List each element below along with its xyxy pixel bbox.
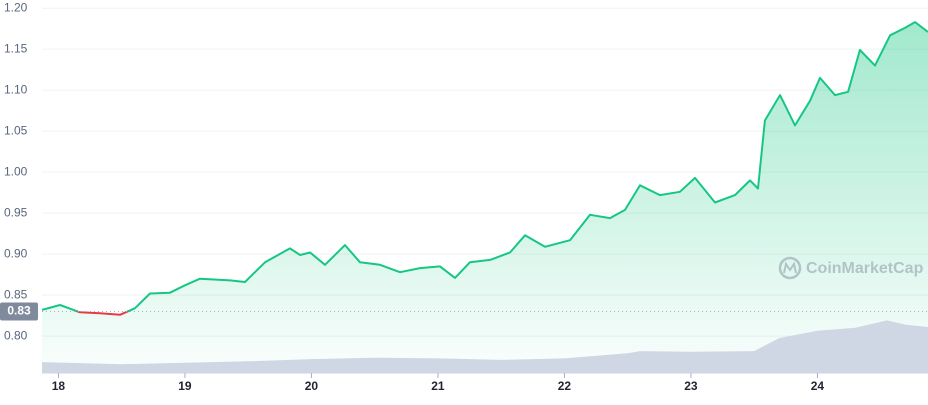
y-tick-label: 1.15 <box>4 41 28 55</box>
x-tick-label: 20 <box>305 379 319 393</box>
x-tick-label: 21 <box>431 379 445 393</box>
x-tick-label: 22 <box>558 379 572 393</box>
baseline-tag <box>0 302 38 321</box>
watermark-text: CoinMarketCap <box>806 260 924 277</box>
y-tick-label: 1.10 <box>4 82 28 96</box>
x-tick-label: 24 <box>811 379 825 393</box>
y-tick-label: 0.95 <box>4 205 28 219</box>
price-line <box>41 21 928 316</box>
x-tick-label: 23 <box>684 379 698 393</box>
x-tick-label: 18 <box>52 379 66 393</box>
y-tick-label: 1.05 <box>4 123 28 137</box>
y-tick-label: 1.20 <box>4 0 28 14</box>
y-tick-label: 0.80 <box>4 328 28 342</box>
watermark: CoinMarketCap <box>778 256 924 280</box>
y-tick-label: 0.90 <box>4 246 28 260</box>
y-tick-label: 0.85 <box>4 287 28 301</box>
x-tick-label: 19 <box>178 379 192 393</box>
y-tick-label: 1.00 <box>4 164 28 178</box>
baseline-label: 0.83 <box>7 304 31 318</box>
price-area <box>42 22 928 373</box>
volume-area <box>42 320 928 373</box>
